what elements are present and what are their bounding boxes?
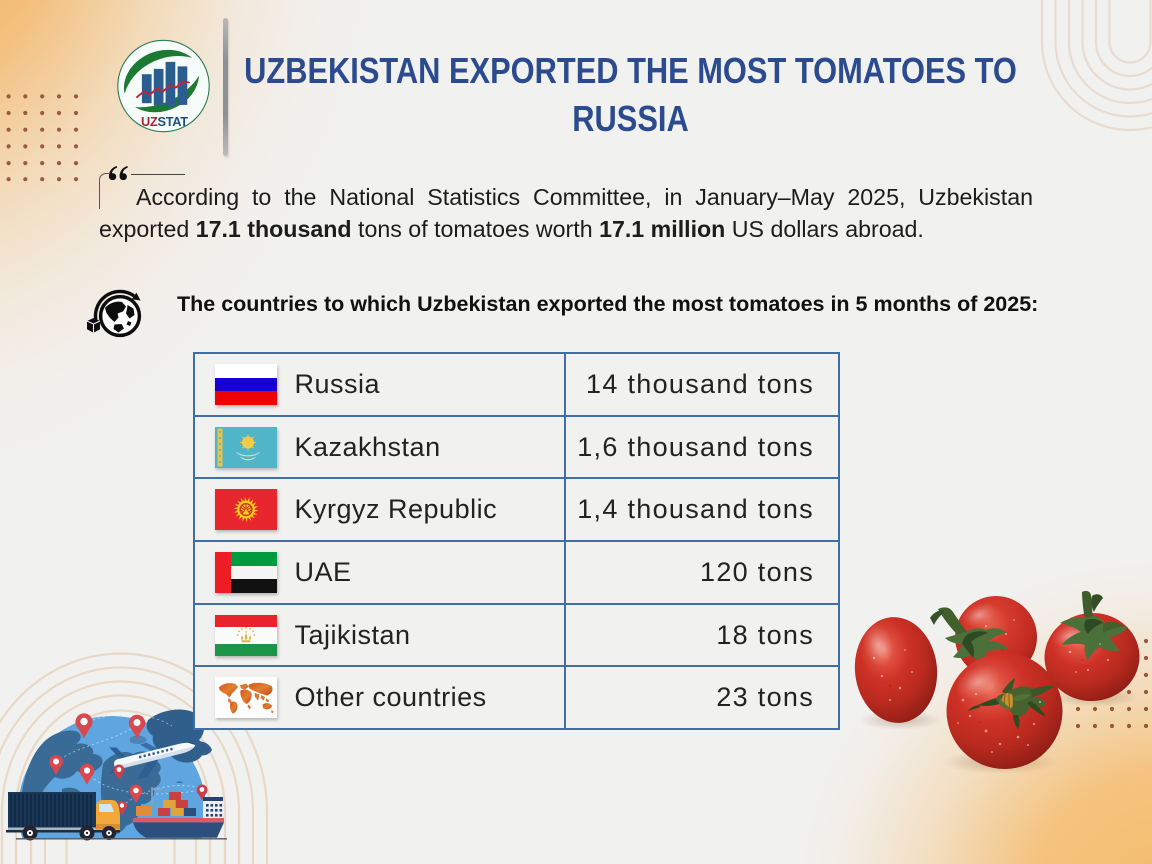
svg-text:UZSTAT: UZSTAT — [141, 114, 188, 129]
